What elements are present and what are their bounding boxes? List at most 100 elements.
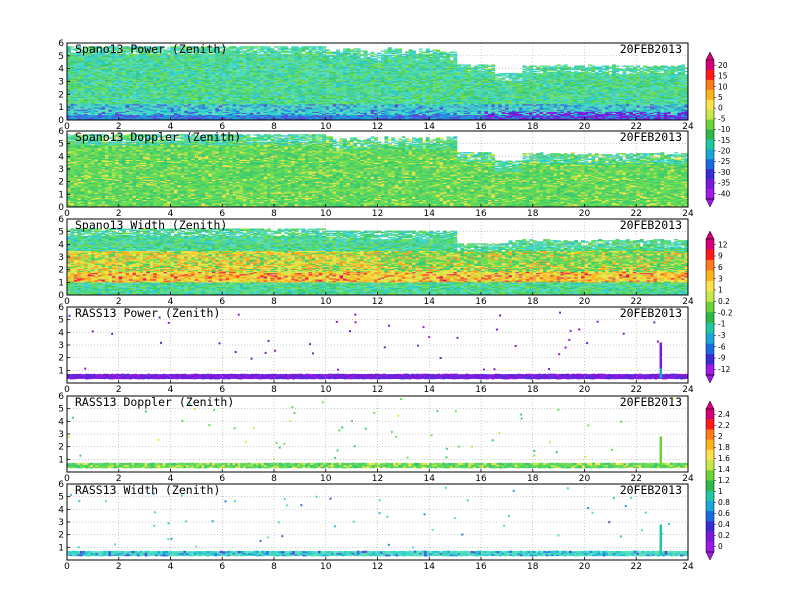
heatmap-cell — [163, 88, 168, 91]
heatmap-cell — [170, 105, 175, 107]
heatmap-cell — [115, 84, 120, 87]
heatmap-cell — [153, 67, 158, 70]
heatmap-cell — [136, 84, 140, 87]
heatmap-cell — [125, 102, 130, 105]
heatmap-cell — [142, 57, 147, 60]
heatmap-cell — [111, 54, 116, 57]
heatmap-cell — [87, 87, 92, 90]
heatmap-cell — [122, 78, 127, 80]
heatmap-cell — [142, 47, 147, 49]
heatmap-cell — [170, 102, 175, 105]
heatmap-cell — [118, 82, 123, 85]
heatmap-cell — [87, 53, 92, 56]
heatmap-cell — [84, 61, 89, 63]
heatmap-cell — [108, 50, 113, 52]
heatmap-cell — [101, 61, 106, 63]
heatmap-cell — [308, 46, 313, 48]
heatmap-cell — [118, 102, 123, 105]
heatmap-cell — [87, 54, 92, 57]
heatmap-cell — [142, 74, 147, 76]
heatmap-cell — [136, 72, 140, 75]
heatmap-cell — [167, 49, 171, 51]
heatmap-cell — [108, 52, 113, 55]
heatmap-cell — [98, 109, 102, 111]
heatmap-cell — [108, 107, 113, 109]
heatmap-cell — [118, 100, 123, 103]
heatmap-cell — [129, 97, 133, 100]
heatmap-cell — [84, 108, 89, 110]
heatmap-cell — [70, 78, 75, 80]
heatmap-cell — [94, 111, 99, 113]
heatmap-cell — [129, 105, 133, 107]
heatmap-cell — [104, 48, 109, 50]
heatmap-cell — [132, 106, 137, 108]
heatmap-cell — [139, 51, 144, 54]
heatmap-cell — [167, 57, 171, 60]
heatmap-cell — [104, 78, 109, 80]
heatmap-cell — [111, 102, 116, 105]
heatmap-cell — [153, 66, 158, 68]
heatmap-cell — [129, 48, 133, 50]
heatmap-cell — [80, 53, 85, 56]
heatmap-cell — [149, 72, 154, 75]
heatmap-cell — [94, 49, 99, 51]
heatmap-cell — [160, 46, 164, 48]
heatmap-cell — [98, 114, 102, 117]
heatmap-cell — [156, 105, 161, 107]
heatmap-cell — [108, 110, 113, 112]
heatmap-cell — [94, 98, 99, 101]
heatmap-cell — [163, 108, 168, 110]
heatmap-cell — [98, 50, 102, 52]
heatmap-cell — [94, 102, 99, 105]
heatmap-cell — [139, 57, 144, 60]
heatmap-cell — [146, 75, 151, 77]
heatmap-cell — [153, 72, 158, 75]
heatmap-cell — [70, 76, 75, 78]
heatmap-cell — [170, 115, 175, 118]
heatmap-cell — [118, 72, 123, 75]
heatmap-cell — [80, 55, 85, 58]
heatmap-cell — [167, 107, 171, 109]
heatmap-cell — [122, 85, 127, 88]
heatmap-cell — [115, 116, 120, 119]
heatmap-cell — [146, 82, 151, 85]
heatmap-cell — [70, 117, 75, 120]
heatmap-cell — [146, 72, 151, 75]
heatmap-cell — [98, 56, 102, 59]
heatmap-cell — [136, 82, 140, 85]
heatmap-cell — [80, 113, 85, 116]
heatmap-cell — [87, 115, 92, 118]
heatmap-cell — [277, 48, 282, 50]
heatmap-cell — [149, 60, 154, 62]
heatmap-cell — [94, 50, 99, 52]
heatmap-cell — [136, 65, 140, 67]
heatmap-cell — [153, 51, 158, 54]
heatmap-cell — [167, 88, 171, 91]
heatmap-cell — [98, 54, 102, 57]
heatmap-cell — [129, 54, 133, 57]
heatmap-cell — [91, 78, 95, 80]
heatmap-cell — [156, 93, 161, 95]
heatmap-cell — [80, 83, 85, 86]
heatmap-cell — [160, 80, 164, 82]
heatmap-cell — [263, 50, 268, 52]
heatmap-cell — [101, 68, 106, 71]
heatmap-cell — [108, 78, 113, 80]
heatmap-cell — [132, 81, 137, 83]
heatmap-cell — [94, 77, 99, 79]
heatmap-cell — [77, 100, 82, 103]
heatmap-cell — [122, 98, 127, 101]
heatmap-cell — [104, 86, 109, 89]
heatmap-cell — [73, 116, 78, 119]
heatmap-cell — [156, 81, 161, 83]
heatmap-cell — [98, 76, 102, 78]
heatmap-cell — [111, 117, 116, 120]
heatmap-cell — [139, 54, 144, 57]
heatmap-cell — [139, 55, 144, 58]
heatmap-cell — [111, 100, 116, 103]
heatmap-cell — [136, 97, 140, 100]
heatmap-cell — [87, 97, 92, 100]
heatmap-cell — [132, 92, 137, 94]
heatmap-cell — [122, 52, 127, 55]
heatmap-cell — [104, 106, 109, 108]
